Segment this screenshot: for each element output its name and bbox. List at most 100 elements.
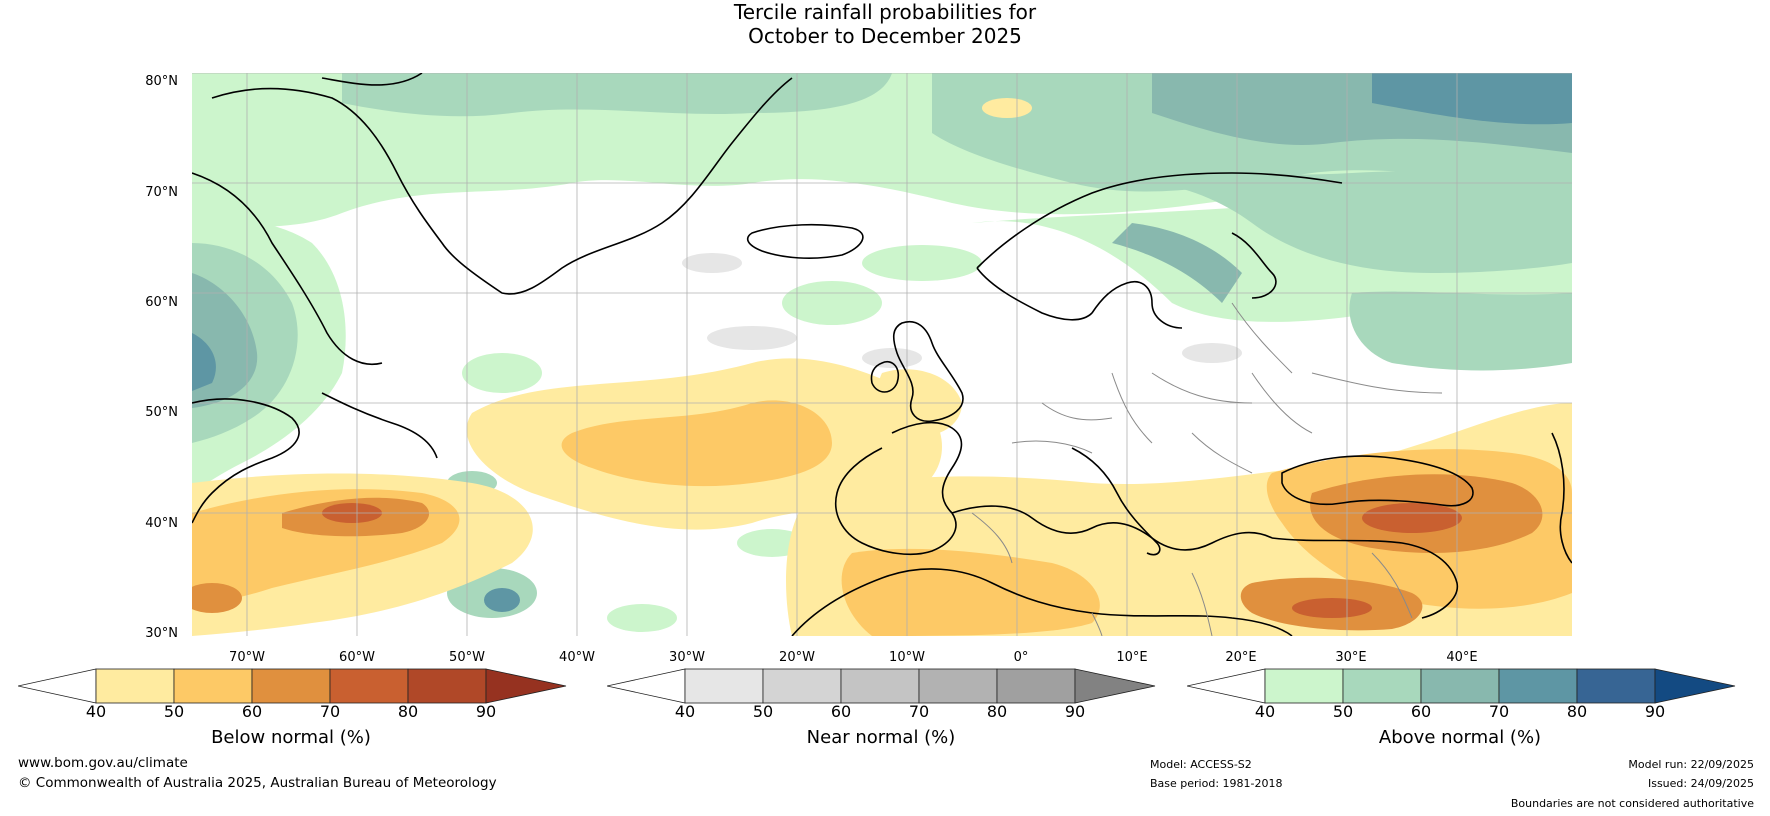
footer-website: www.bom.gov.au/climate xyxy=(18,755,188,771)
cbar-above-swatch-6 xyxy=(1654,668,1736,704)
coast-italy xyxy=(1071,447,1161,556)
lat-label-60n: 60°N xyxy=(145,295,178,310)
cbar-below-swatch-6 xyxy=(485,668,567,704)
cbar-above-swatch-3 xyxy=(1420,668,1500,704)
near-patch-4 xyxy=(862,348,922,368)
cbar-near-tick-40: 40 xyxy=(674,702,696,721)
lon-label-10w: 10°W xyxy=(889,650,925,665)
cbar-near-tick-50: 50 xyxy=(752,702,774,721)
lat-label-30n: 30°N xyxy=(145,626,178,641)
cbar-below-tick-90: 90 xyxy=(475,702,497,721)
colorbar-below-normal-swatches xyxy=(18,668,567,704)
cbar-above-swatch-1 xyxy=(1264,668,1344,704)
cbar-above-title: Above normal (%) xyxy=(1378,727,1542,748)
below-region-atlantic-2 xyxy=(561,400,832,487)
cbar-below-title: Below normal (%) xyxy=(211,727,371,748)
footer-model: Model: ACCESS-S2 xyxy=(1150,758,1252,771)
lon-label-40e: 40°E xyxy=(1446,650,1478,665)
cbar-near-swatch-3 xyxy=(840,668,920,704)
cbar-above-swatch-0 xyxy=(1187,668,1266,704)
cbar-above-tick-40: 40 xyxy=(1254,702,1276,721)
below-region-turkey-3 xyxy=(1362,503,1462,533)
border-1 xyxy=(971,302,1443,636)
footer-copyright: © Commonwealth of Australia 2025, Austra… xyxy=(18,775,497,791)
lon-label-0: 0° xyxy=(1013,650,1029,665)
below-region-levant-2 xyxy=(1292,598,1372,618)
cbar-near-tick-90: 90 xyxy=(1064,702,1086,721)
cbar-above-swatch-2 xyxy=(1342,668,1422,704)
cbar-near-swatch-0 xyxy=(607,668,686,704)
above-region-arctic-2 xyxy=(342,73,892,117)
below-normal-regions xyxy=(192,98,1572,636)
cbar-above-tick-50: 50 xyxy=(1332,702,1354,721)
above-region-scandinavia-3 xyxy=(1112,223,1242,303)
cbar-near-swatch-6 xyxy=(1074,668,1156,704)
colorbar-above-normal xyxy=(1187,668,1737,704)
near-patch-3 xyxy=(707,326,797,350)
footer-issued: Issued: 24/09/2025 xyxy=(1647,777,1754,790)
colorbar-below-normal xyxy=(18,668,568,704)
footer-model-run: Model run: 22/09/2025 xyxy=(1628,758,1754,771)
cbar-above-tick-80: 80 xyxy=(1566,702,1588,721)
cbar-near-swatch-5 xyxy=(996,668,1076,704)
above-patch-5 xyxy=(484,588,520,612)
coast-uk xyxy=(870,321,964,423)
cbar-below-tick-50: 50 xyxy=(163,702,185,721)
colorbar-near-normal-swatches xyxy=(607,668,1156,704)
footer-disclaimer: Boundaries are not considered authoritat… xyxy=(1510,797,1754,810)
map-title: Tercile rainfall probabilities for Octob… xyxy=(0,0,1770,48)
above-patch-8 xyxy=(607,604,677,632)
lat-label-70n: 70°N xyxy=(145,185,178,200)
cbar-near-swatch-1 xyxy=(684,668,764,704)
lon-label-70w: 70°W xyxy=(229,650,265,665)
lat-label-40n: 40°N xyxy=(145,516,178,531)
title-line-2: October to December 2025 xyxy=(748,24,1022,48)
lon-label-50w: 50°W xyxy=(449,650,485,665)
cbar-above-tick-90: 90 xyxy=(1644,702,1666,721)
above-patch-1 xyxy=(462,353,542,393)
coast-europe-west xyxy=(835,421,963,556)
lon-label-30e: 30°E xyxy=(1335,650,1367,665)
cbar-below-swatch-4 xyxy=(329,668,409,704)
cbar-near-tick-70: 70 xyxy=(908,702,930,721)
near-patch-8 xyxy=(1182,343,1242,363)
cbar-below-swatch-1 xyxy=(95,668,175,704)
cbar-near-tick-80: 80 xyxy=(986,702,1008,721)
above-region-scandinavia-2 xyxy=(1092,171,1572,273)
coast-canada xyxy=(192,172,438,524)
above-patch-3 xyxy=(862,245,982,281)
lat-label-50n: 50°N xyxy=(145,405,178,420)
coast-turkey-levant xyxy=(1271,537,1458,619)
above-region-arctic-5 xyxy=(1372,73,1572,125)
cbar-below-swatch-0 xyxy=(18,668,97,704)
cbar-above-swatch-5 xyxy=(1576,668,1656,704)
cbar-above-tick-60: 60 xyxy=(1410,702,1432,721)
coast-caspian xyxy=(1551,432,1572,564)
lon-label-60w: 60°W xyxy=(339,650,375,665)
cbar-below-swatch-2 xyxy=(173,668,253,704)
cbar-below-tick-70: 70 xyxy=(319,702,341,721)
above-region-russia xyxy=(1349,291,1572,371)
cbar-below-swatch-5 xyxy=(407,668,487,704)
lon-label-10e: 10°E xyxy=(1116,650,1148,665)
cbar-below-swatch-3 xyxy=(251,668,331,704)
rainfall-probability-map xyxy=(192,73,1572,636)
lon-label-30w: 30°W xyxy=(669,650,705,665)
cbar-below-tick-40: 40 xyxy=(85,702,107,721)
cbar-near-tick-60: 60 xyxy=(830,702,852,721)
below-region-greenland-east xyxy=(982,98,1032,118)
footer-base-period: Base period: 1981-2018 xyxy=(1150,777,1283,790)
coast-scandinavia xyxy=(976,172,1343,329)
above-normal-regions xyxy=(192,73,1572,632)
above-region-canada-4 xyxy=(192,333,216,391)
colorbar-near-normal xyxy=(607,668,1157,704)
title-line-1: Tercile rainfall probabilities for xyxy=(733,0,1037,24)
coast-mediterranean xyxy=(791,505,1293,636)
cbar-below-tick-60: 60 xyxy=(241,702,263,721)
above-patch-2 xyxy=(782,281,882,325)
coast-black-sea xyxy=(1281,455,1474,507)
cbar-above-tick-70: 70 xyxy=(1488,702,1510,721)
cbar-near-swatch-2 xyxy=(762,668,842,704)
cbar-near-title: Near normal (%) xyxy=(806,727,956,748)
lon-label-20e: 20°E xyxy=(1225,650,1257,665)
